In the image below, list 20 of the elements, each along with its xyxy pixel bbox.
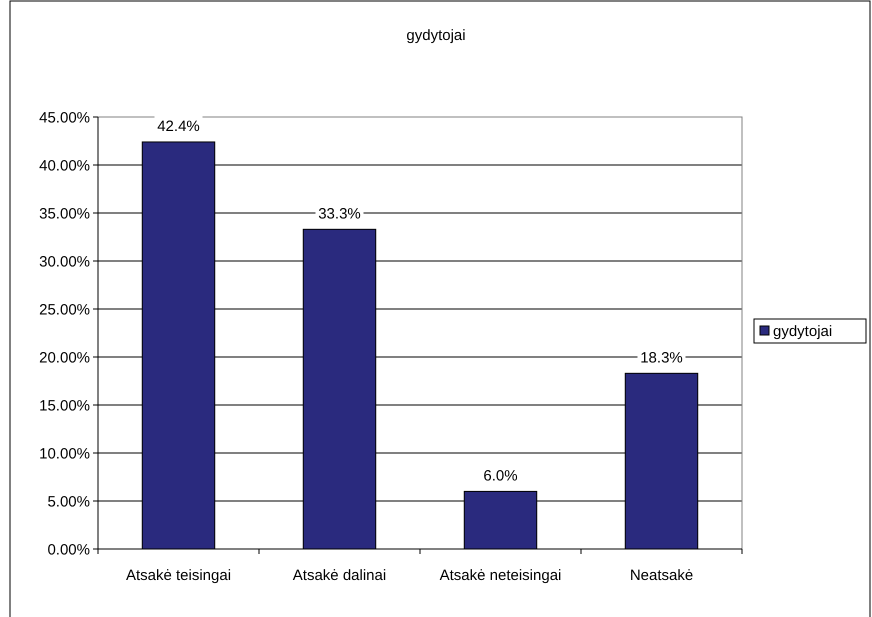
y-tick-label: 25.00% bbox=[39, 301, 90, 318]
chart-title: gydytojai bbox=[406, 27, 466, 44]
y-tick-label: 40.00% bbox=[39, 157, 90, 174]
data-label: 18.3% bbox=[640, 349, 683, 366]
x-tick-label: Atsakė neteisingai bbox=[440, 567, 562, 584]
y-tick-label: 5.00% bbox=[47, 493, 90, 510]
data-label: 6.0% bbox=[483, 467, 518, 484]
x-tick-label: Atsakė dalinai bbox=[292, 567, 386, 584]
y-tick-label: 0.00% bbox=[47, 541, 90, 558]
data-label: 33.3% bbox=[318, 205, 361, 222]
y-tick-label: 20.00% bbox=[39, 349, 90, 366]
x-tick-label: Atsakė teisingai bbox=[126, 567, 232, 584]
y-tick-label: 35.00% bbox=[39, 205, 90, 222]
y-tick-label: 10.00% bbox=[39, 445, 90, 462]
y-tick-label: 45.00% bbox=[39, 109, 90, 126]
legend-label: gydytojai bbox=[773, 322, 832, 340]
x-tick-label: Neatsakė bbox=[630, 567, 694, 584]
data-label: 42.4% bbox=[157, 118, 200, 135]
y-tick-label: 15.00% bbox=[39, 397, 90, 414]
y-tick-label: 30.00% bbox=[39, 253, 90, 270]
